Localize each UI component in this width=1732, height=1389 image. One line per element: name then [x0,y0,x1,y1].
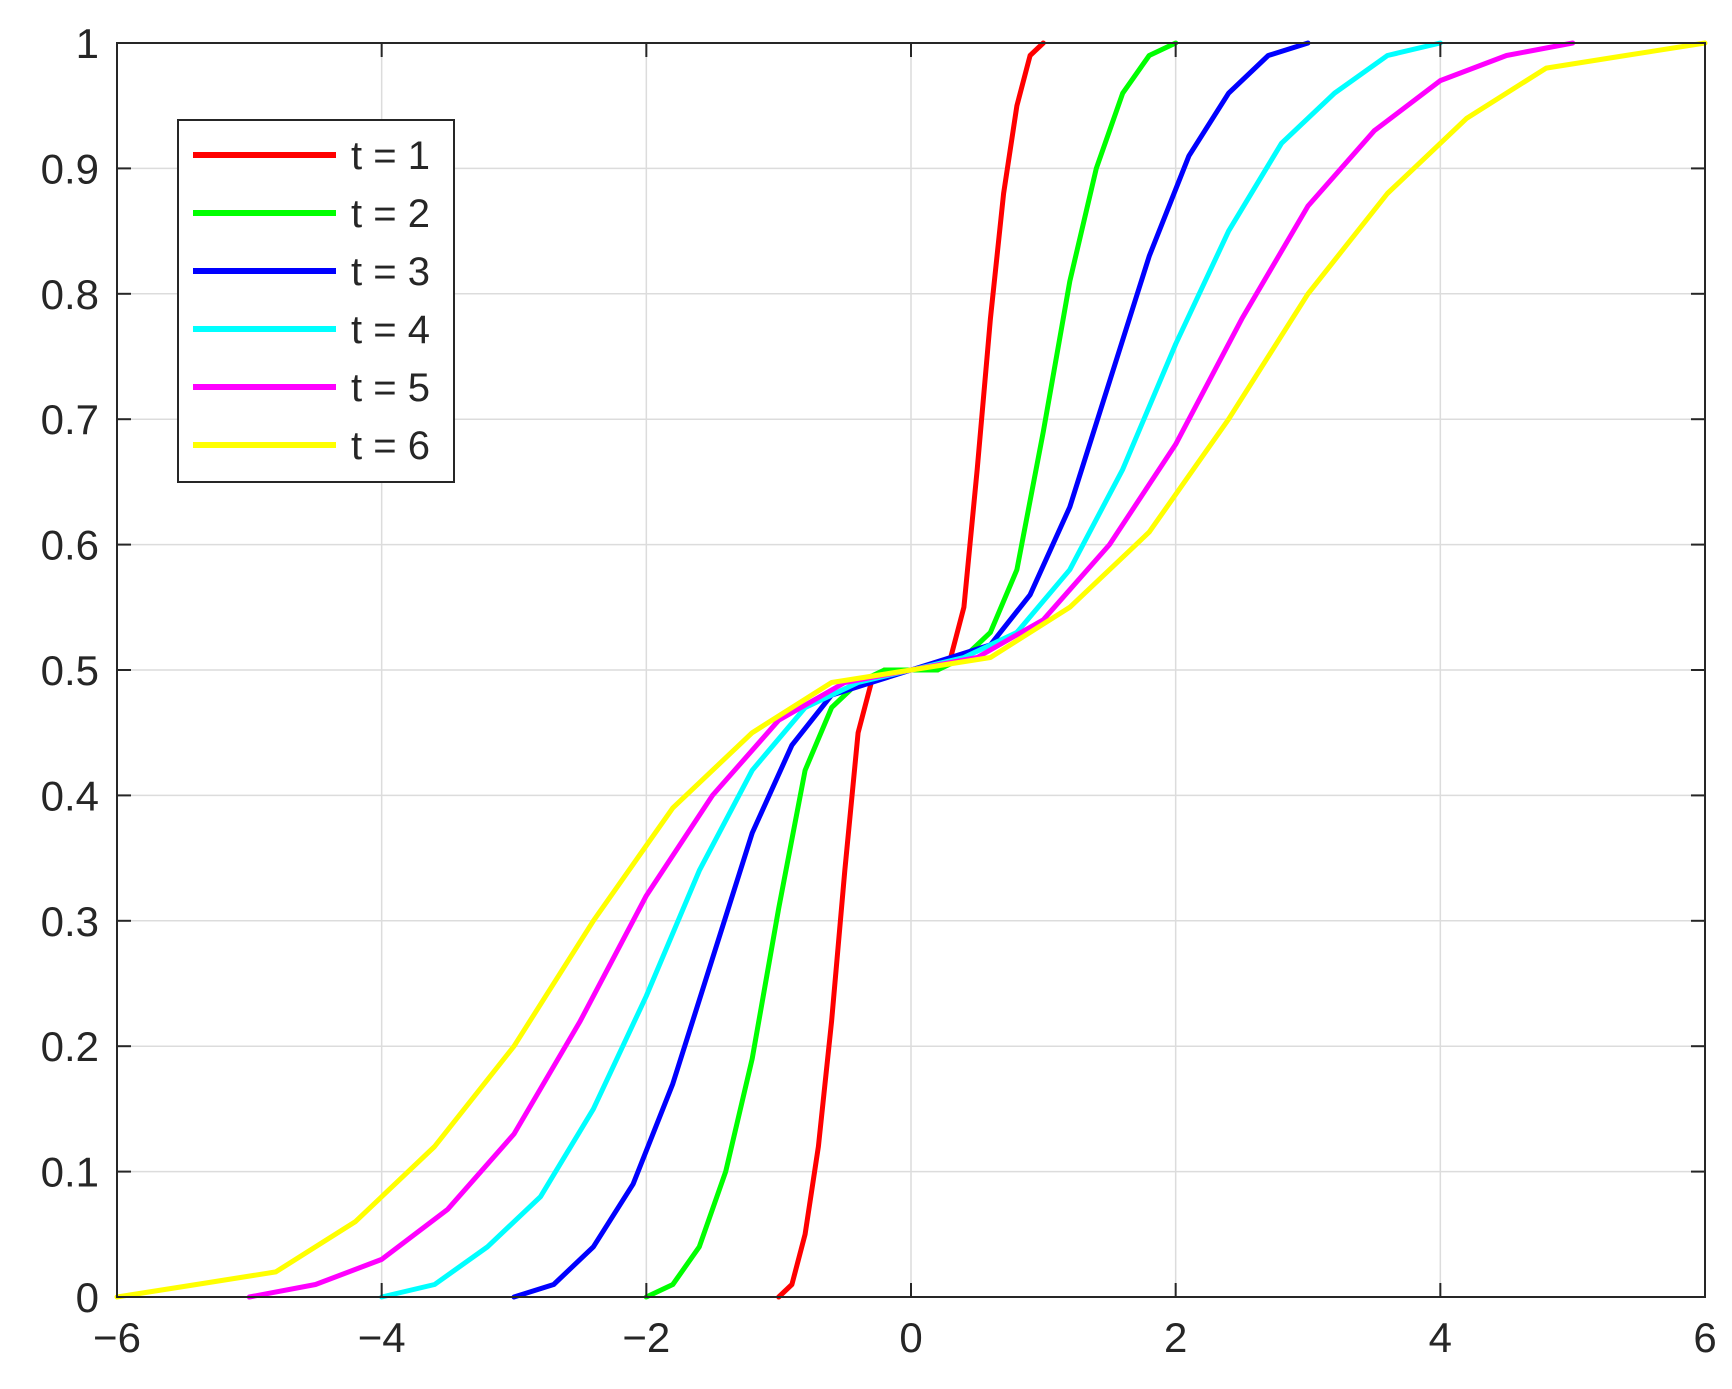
y-tick-label: 0.2 [41,1023,99,1070]
axes: −6 −4 −2 0 2 4 6 0 0.1 0.2 0.3 0.4 0.5 0.6 0.7 0.8 0.9 1 [41,20,1717,1361]
y-tick-label: 0.6 [41,522,99,569]
x-tick-label: 6 [1693,1314,1716,1361]
legend: t = 1 t = 2 t = 3 t = 4 t = 5 t = 6 [177,119,455,483]
x-tick-label: −6 [93,1314,141,1361]
x-tick-label: −2 [622,1314,670,1361]
y-tick-label: 0.5 [41,647,99,694]
y-tick-label: 1 [76,20,99,67]
x-tick-label: 2 [1164,1314,1187,1361]
legend-label-t5: t = 5 [351,366,430,410]
x-tick-label: 4 [1429,1314,1452,1361]
y-tick-label: 0.3 [41,898,99,945]
legend-label-t4: t = 4 [351,308,430,352]
y-tick-label: 0.9 [41,145,99,192]
y-tick-label: 0 [76,1274,99,1321]
legend-label-t2: t = 2 [351,192,430,236]
y-tick-label: 0.1 [41,1149,99,1196]
series-layer [114,40,1708,1300]
legend-label-t6: t = 6 [351,424,430,468]
legend-label-t3: t = 3 [351,250,430,294]
x-tick-label: 0 [899,1314,922,1361]
y-tick-label: 0.7 [41,396,99,443]
legend-box [177,119,455,483]
legend-label-t1: t = 1 [351,134,430,178]
y-tick-label: 0.8 [41,271,99,318]
y-tick-label: 0.4 [41,772,99,819]
x-tick-label: −4 [358,1314,406,1361]
series-line-t6 [114,40,1708,1300]
